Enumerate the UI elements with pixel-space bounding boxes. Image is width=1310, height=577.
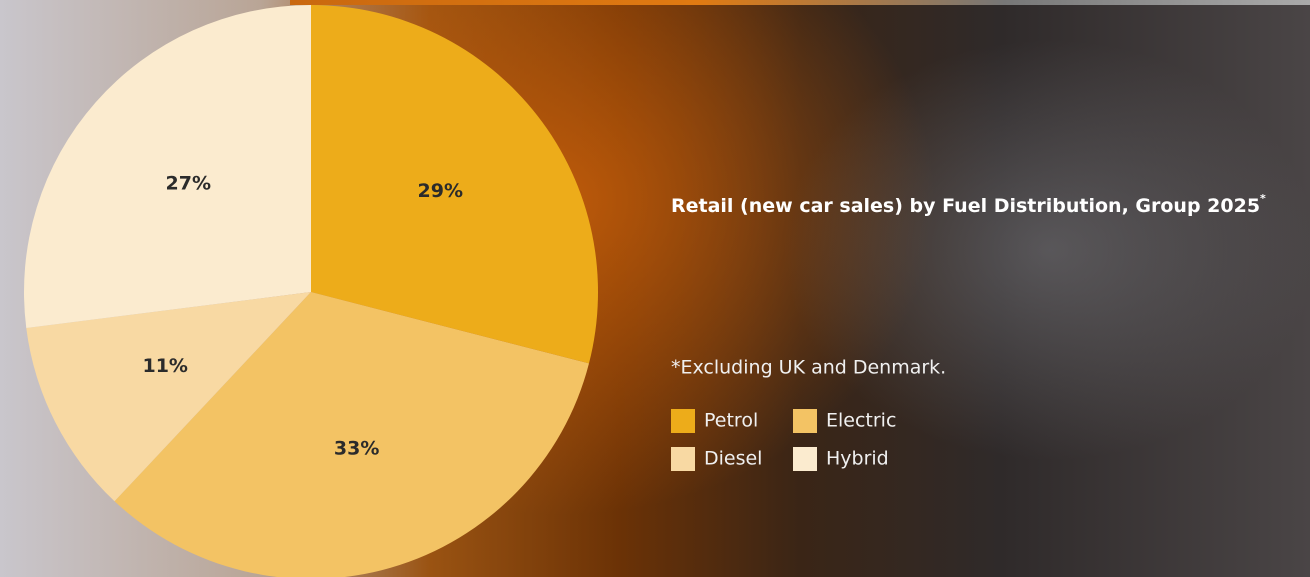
- slice-label: 29%: [418, 180, 463, 202]
- legend-swatch: [671, 409, 695, 433]
- top-bar: [290, 0, 1310, 5]
- legend-label: Electric: [826, 410, 896, 432]
- legend-label: Diesel: [704, 448, 762, 470]
- pie-slice: [26, 292, 311, 502]
- pie-slice: [114, 292, 589, 577]
- pie-slice: [311, 5, 598, 364]
- slice-label: 27%: [166, 172, 211, 194]
- legend-label: Hybrid: [826, 448, 889, 470]
- chart-title: Retail (new car sales) by Fuel Distribut…: [671, 192, 1266, 217]
- title-text: Retail (new car sales) by Fuel Distribut…: [671, 195, 1260, 217]
- pie-slice: [23, 5, 311, 328]
- legend-swatch: [793, 409, 817, 433]
- legend-swatch: [671, 447, 695, 471]
- legend-swatch: [793, 447, 817, 471]
- slice-label: 11%: [142, 355, 187, 377]
- slice-label: 33%: [334, 438, 379, 460]
- legend-label: Petrol: [704, 410, 758, 432]
- footnote: *Excluding UK and Denmark.: [671, 357, 946, 379]
- title-mark: *: [1260, 192, 1266, 205]
